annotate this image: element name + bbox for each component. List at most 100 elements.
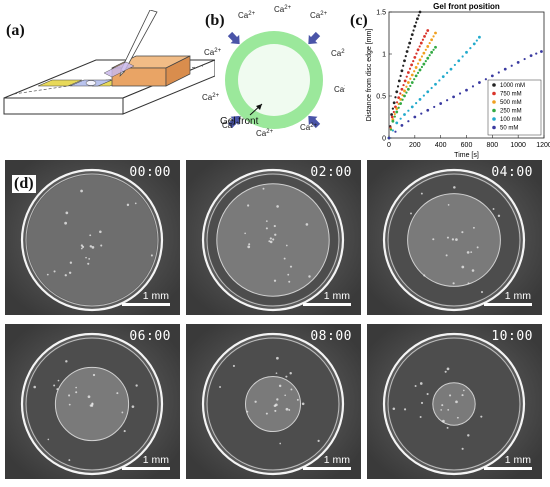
y-tick-label: 1.5 xyxy=(376,10,386,17)
particle xyxy=(126,203,130,207)
data-point xyxy=(484,78,487,81)
particle xyxy=(305,223,309,226)
data-point xyxy=(413,24,417,28)
particle xyxy=(265,412,268,415)
data-point xyxy=(401,98,404,101)
scale-bar xyxy=(484,303,532,306)
y-tick-label: 0 xyxy=(382,136,386,143)
scale-bar-label: 1 mm xyxy=(504,454,531,466)
particle xyxy=(135,384,138,387)
particle xyxy=(284,394,286,397)
data-point xyxy=(490,74,494,78)
disc-image xyxy=(5,160,180,315)
particle xyxy=(268,240,271,243)
data-point xyxy=(403,79,407,83)
particle xyxy=(68,271,72,275)
data-point xyxy=(403,59,406,63)
particle xyxy=(46,273,49,276)
particle xyxy=(273,404,277,408)
data-point xyxy=(471,85,475,88)
calcium-influx-arrow xyxy=(308,115,321,129)
particle xyxy=(461,447,464,450)
data-point xyxy=(391,119,395,123)
legend-marker xyxy=(492,108,496,113)
data-point xyxy=(410,33,414,37)
frame-4: 08:00 1 mm xyxy=(186,324,361,479)
particle xyxy=(285,407,289,411)
data-point xyxy=(396,85,400,88)
particle xyxy=(68,459,71,461)
particle xyxy=(461,231,464,234)
particle xyxy=(56,388,59,391)
calcium-ion-label: Ca2+ xyxy=(238,11,256,20)
data-point xyxy=(416,48,420,52)
data-point xyxy=(535,52,538,55)
particle xyxy=(289,371,292,375)
data-point xyxy=(409,77,412,80)
data-point xyxy=(405,50,409,53)
data-point xyxy=(449,67,453,71)
scale-bar-label: 1 mm xyxy=(323,454,350,466)
particle xyxy=(440,409,443,411)
particle xyxy=(463,389,465,392)
calcium-ion-label: Ca2+ xyxy=(331,49,345,58)
particle xyxy=(244,232,246,235)
scale-bar-label: 1 mm xyxy=(323,290,350,302)
particle xyxy=(265,220,268,223)
particle xyxy=(442,419,445,423)
particle xyxy=(116,392,119,395)
disc-edge-inner xyxy=(387,337,521,471)
x-tick-label: 800 xyxy=(486,142,498,149)
ungelled-disc xyxy=(27,175,157,305)
x-tick-label: 1000 xyxy=(510,142,526,149)
data-point xyxy=(407,46,410,49)
data-point xyxy=(395,121,399,125)
data-point xyxy=(453,63,456,67)
particle xyxy=(273,224,276,228)
data-point xyxy=(400,124,404,127)
data-point xyxy=(394,96,397,99)
data-point xyxy=(446,71,449,74)
data-point xyxy=(413,115,417,119)
data-point xyxy=(418,10,422,14)
particle xyxy=(254,400,257,403)
data-point xyxy=(407,120,410,123)
timestamp: 02:00 xyxy=(310,165,352,180)
data-point xyxy=(404,55,407,58)
data-point xyxy=(428,41,431,45)
data-point xyxy=(405,85,408,88)
data-point xyxy=(418,68,422,72)
scale-bar xyxy=(122,467,170,470)
particle xyxy=(75,391,78,394)
panel-b-label: (b) xyxy=(205,12,225,29)
particle xyxy=(53,384,56,387)
data-point xyxy=(465,88,468,92)
data-point xyxy=(395,90,399,94)
data-point xyxy=(415,52,418,55)
particle xyxy=(121,411,124,414)
legend-label: 750 mM xyxy=(500,92,522,98)
data-point xyxy=(424,60,427,63)
frame-0: 00:00 1 mm xyxy=(5,160,180,315)
particle xyxy=(64,274,67,277)
frame-1: 02:00 1 mm xyxy=(186,160,361,315)
data-point xyxy=(405,91,408,94)
disc-edge-inner xyxy=(387,173,521,307)
particle xyxy=(287,273,290,276)
particle xyxy=(446,236,449,239)
particle xyxy=(69,261,73,264)
particle xyxy=(285,375,288,378)
scale-bar xyxy=(303,467,351,470)
gel-front xyxy=(245,376,301,432)
particle xyxy=(92,373,96,377)
particle xyxy=(461,265,465,269)
calcium-ion-label: Ca2+ xyxy=(202,93,220,102)
data-point xyxy=(422,94,425,97)
timestamp: 10:00 xyxy=(491,329,533,344)
particle xyxy=(276,205,279,208)
data-point xyxy=(523,57,526,61)
data-point xyxy=(391,107,394,110)
scale-bar xyxy=(303,303,351,306)
particle xyxy=(308,275,311,278)
particle xyxy=(219,386,222,388)
